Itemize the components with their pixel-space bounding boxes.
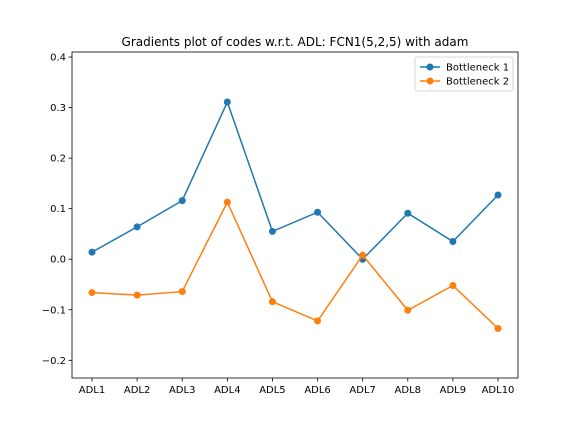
series-2-point-7 xyxy=(359,251,367,259)
series-2-point-5 xyxy=(268,298,276,306)
y-tick-label-6: 0.3 xyxy=(50,103,66,114)
series-layer xyxy=(88,98,502,332)
series-2-point-8 xyxy=(404,306,412,314)
series-2-point-3 xyxy=(178,288,186,296)
legend-marker-2 xyxy=(426,77,434,85)
x-tick-label-2: ADL2 xyxy=(124,385,150,396)
legend-label-1: Bottleneck 1 xyxy=(446,63,509,74)
y-tick-label-2: −0.1 xyxy=(42,305,66,316)
y-tick-label-7: 0.4 xyxy=(50,53,66,64)
legend-box xyxy=(414,56,514,92)
series-2-point-1 xyxy=(88,289,96,297)
y-tick-label-1: −0.2 xyxy=(42,356,66,367)
series-2-point-10 xyxy=(494,324,502,332)
chart-title: Gradients plot of codes w.r.t. ADL: FCN1… xyxy=(122,35,469,49)
x-tick-label-5: ADL5 xyxy=(259,385,285,396)
legend-marker-1 xyxy=(426,63,434,71)
series-1-point-9 xyxy=(449,238,457,246)
y-tick-label-5: 0.2 xyxy=(50,154,66,165)
x-tick-label-6: ADL6 xyxy=(304,385,330,396)
series-2-line xyxy=(91,200,499,330)
x-tick-label-4: ADL4 xyxy=(214,385,240,396)
x-tick-label-8: ADL8 xyxy=(395,385,421,396)
series-2-point-9 xyxy=(449,282,457,290)
x-tick-label-10: ADL10 xyxy=(482,385,515,396)
series-1-point-5 xyxy=(268,227,276,235)
series-2-point-4 xyxy=(223,198,231,206)
x-tick-label-1: ADL1 xyxy=(79,385,105,396)
x-tick-label-9: ADL9 xyxy=(440,385,466,396)
series-1-point-3 xyxy=(178,197,186,205)
axes-layer: −0.2 −0.1 0.0 0.1 0.2 0.3 0.4 ADL1 ADL2 ADL3 ADL4 A… xyxy=(42,51,519,396)
x-tick-label-3: ADL3 xyxy=(169,385,195,396)
series-1-point-10 xyxy=(494,191,502,199)
legend: Bottleneck 1 Bottleneck 2 xyxy=(414,56,514,92)
y-tick-label-4: 0.1 xyxy=(50,204,66,215)
series-2-point-2 xyxy=(133,291,141,299)
series-1-point-6 xyxy=(314,208,322,216)
legend-label-2: Bottleneck 2 xyxy=(446,77,509,88)
series-2-point-6 xyxy=(314,317,322,325)
x-tick-label-7: ADL7 xyxy=(349,385,375,396)
series-1-line xyxy=(91,100,499,261)
series-1-point-4 xyxy=(223,98,231,106)
y-tick-label-3: 0.0 xyxy=(50,255,66,266)
series-1-point-2 xyxy=(133,223,141,231)
series-1-point-1 xyxy=(88,248,96,256)
series-1-point-8 xyxy=(404,209,412,217)
plot-frame xyxy=(71,51,519,379)
